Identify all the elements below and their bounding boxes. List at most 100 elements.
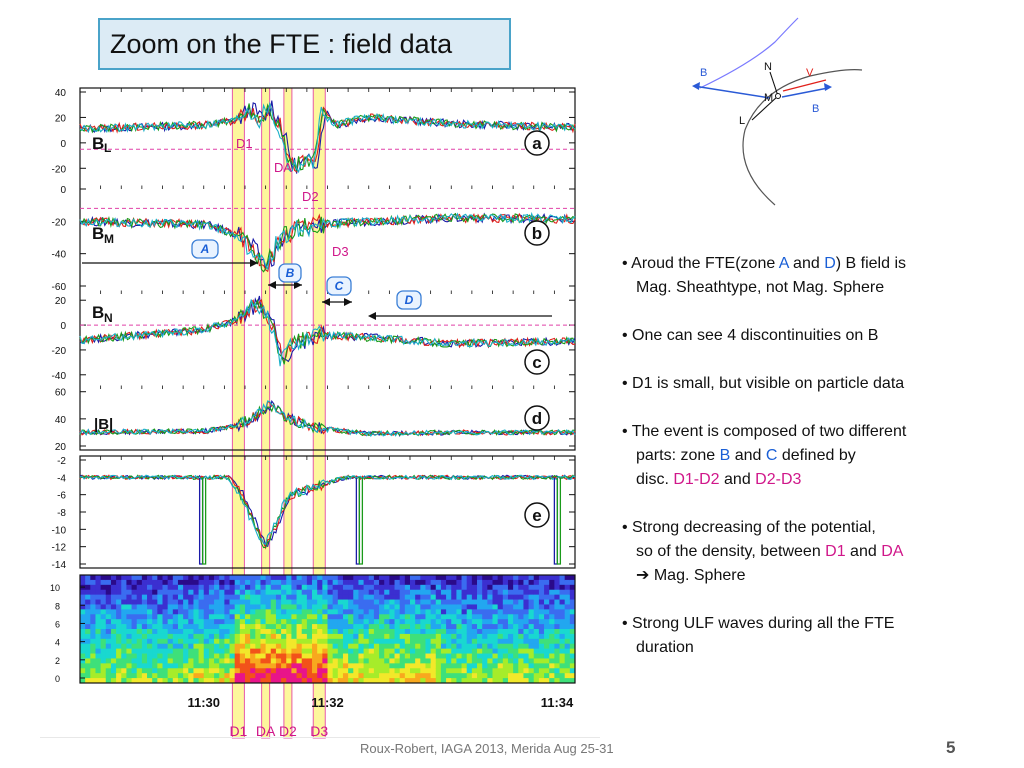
spectrogram-cell [147,629,153,635]
bullet-item: • One can see 4 discontinuities on B [622,324,1017,348]
spectrogram-cell [250,663,256,669]
spectrogram-cell [487,579,493,586]
spectrogram-cell [80,604,86,610]
spectrogram-cell [528,619,535,625]
spectrogram-cell [358,668,364,674]
spectrogram-cell [214,619,220,625]
spectrogram-cell [136,609,143,615]
spectrogram-cell [564,633,571,640]
spectrogram-cell [337,609,344,615]
spectrogram-cell [317,678,323,684]
spectrogram-cell [183,663,189,669]
spectrogram-cell [131,673,138,679]
spectrogram-cell [394,584,401,591]
spectrogram-cell [188,648,194,654]
spectrogram-cell [193,594,199,600]
spectrogram-cell [198,638,205,645]
spectrogram-cell [322,579,328,586]
spectrogram-cell [105,609,112,615]
spectrogram-cell [167,619,174,625]
spectrogram-cell [415,658,421,664]
spectrogram-cell [224,678,230,684]
spectrogram-cell [358,599,364,605]
spectrogram-cell [456,579,462,586]
spectrogram-cell [569,619,576,625]
spectrogram-cell [425,599,432,605]
spectrogram-cell [317,594,323,600]
bullet-text: D1 [825,543,846,560]
spectrogram-cell [502,584,509,591]
spectrogram-cell [518,638,524,645]
spectrogram-cell [518,668,524,674]
spectrogram-cell [177,648,184,654]
spectrogram-cell [312,629,318,635]
spectrogram-cell [477,638,483,645]
trace-sc4 [79,474,576,546]
spectrogram-cell [157,594,163,600]
spectrogram-cell [90,668,96,674]
spectrogram-cell [260,604,267,610]
spectrogram-cell [126,668,132,674]
spectrogram-cell [208,619,215,625]
spectrogram-cell [234,663,241,669]
spectrogram-cell [513,609,519,615]
spectrogram-cell [147,614,153,620]
spectrogram-cell [446,633,452,640]
spectrogram-cell [193,678,199,684]
spectrogram-cell [322,604,328,610]
spectrogram-cell [229,648,236,654]
spectrogram-cell [255,653,261,659]
spectrogram-cell [379,658,385,664]
spectrogram-cell [265,638,272,645]
spectrogram-cell [507,673,514,679]
spectrogram-cell [131,648,138,654]
spectrogram-cell [342,584,349,591]
spectrogram-cell [342,629,349,635]
spectrogram-cell [286,648,292,654]
spectrogram-cell [523,633,529,640]
spectrogram-cell [461,653,468,659]
spectrogram-cell [322,668,328,674]
spectrogram-cell [301,599,308,605]
spectrogram-cell [214,678,220,684]
spectrogram-cell [404,668,411,674]
spectrogram-cell [147,579,153,586]
spectrogram-cell [487,609,493,615]
spectrogram-cell [549,638,555,645]
spectrogram-cell [342,643,349,650]
spectrogram-cell [461,624,468,630]
spectrogram-cell [131,653,138,659]
spectrogram-cell [559,629,566,635]
spectrogram-cell [193,668,199,674]
footer-divider [40,737,600,738]
spectrogram-cell [162,629,169,635]
spectrogram-cell [260,579,267,586]
spectrogram-cell [306,629,313,635]
y-tick-label: 60 [55,388,67,399]
spectrogram-cell [255,643,261,650]
spectrogram-cell [270,678,277,684]
bullet-text: disc. [636,471,674,488]
spectrogram-cell [141,643,148,650]
spectrogram-cell [270,579,277,586]
spectrogram-cell [415,643,421,650]
spectrogram-cell [554,604,560,610]
spectrogram-cell [85,678,91,684]
spectrogram-cell [301,663,308,669]
spectrogram-cell [358,663,364,669]
bullet-item: • D1 is small, but visible on particle d… [622,372,1017,396]
spectrogram-cell [136,658,143,664]
spectrogram-cell [157,668,163,674]
spectrogram-cell [121,619,127,625]
spectrogram-cell [219,648,225,654]
spectrogram-cell [466,653,473,659]
spectrogram-cell [286,633,292,640]
spectrogram-cell [110,619,117,625]
bullet-line: • Strong decreasing of the potential, [622,516,1017,540]
spectrogram-cell [90,663,96,669]
spectrogram-cell [110,599,117,605]
bullet-item: • Aroud the FTE(zone A and D) B field is… [622,252,1017,300]
spectrogram-cell [538,638,545,645]
spectrogram-cell [533,658,540,664]
spectrogram-cell [394,624,401,630]
